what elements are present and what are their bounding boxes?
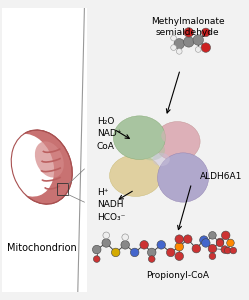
Circle shape <box>166 248 175 257</box>
Ellipse shape <box>153 153 170 166</box>
Ellipse shape <box>165 163 186 180</box>
Circle shape <box>103 232 110 239</box>
Circle shape <box>201 43 211 52</box>
Text: Mitochondrion: Mitochondrion <box>7 243 77 253</box>
Circle shape <box>216 239 224 247</box>
Circle shape <box>209 253 216 260</box>
Circle shape <box>227 239 234 247</box>
Ellipse shape <box>3 134 54 196</box>
Circle shape <box>148 256 155 262</box>
Ellipse shape <box>157 153 209 202</box>
Ellipse shape <box>11 130 72 204</box>
Circle shape <box>230 247 237 254</box>
Ellipse shape <box>35 141 64 178</box>
Circle shape <box>184 37 194 47</box>
Ellipse shape <box>113 116 166 160</box>
Bar <box>2 8 87 292</box>
Circle shape <box>193 35 203 45</box>
Circle shape <box>176 49 182 54</box>
Text: Propionyl-CoA: Propionyl-CoA <box>146 272 209 280</box>
Circle shape <box>175 252 184 260</box>
Circle shape <box>184 235 192 243</box>
Ellipse shape <box>155 122 200 161</box>
Circle shape <box>175 242 184 251</box>
Circle shape <box>192 244 201 253</box>
Circle shape <box>122 234 128 241</box>
Circle shape <box>208 244 217 253</box>
Circle shape <box>140 241 148 249</box>
Circle shape <box>92 245 101 254</box>
Circle shape <box>175 235 184 243</box>
Circle shape <box>121 241 129 249</box>
Ellipse shape <box>110 155 162 196</box>
Circle shape <box>216 238 224 246</box>
Text: H⁺
NADH
HCO₃⁻: H⁺ NADH HCO₃⁻ <box>97 188 125 222</box>
Circle shape <box>147 248 156 257</box>
Circle shape <box>112 248 120 257</box>
Circle shape <box>171 35 176 41</box>
Circle shape <box>130 248 139 257</box>
Ellipse shape <box>138 140 165 160</box>
Circle shape <box>157 241 166 249</box>
Text: Methylmalonate
semialdehyde: Methylmalonate semialdehyde <box>151 17 225 37</box>
Text: ALDH6A1: ALDH6A1 <box>200 172 243 181</box>
Circle shape <box>200 236 208 244</box>
Circle shape <box>201 28 210 37</box>
Circle shape <box>201 239 210 247</box>
Circle shape <box>221 231 230 240</box>
Circle shape <box>195 46 201 52</box>
Circle shape <box>184 28 193 37</box>
Text: H₂O
NAD⁺
CoA: H₂O NAD⁺ CoA <box>97 117 121 151</box>
Circle shape <box>224 247 231 254</box>
Circle shape <box>221 246 229 254</box>
Circle shape <box>171 45 176 50</box>
Ellipse shape <box>136 165 157 182</box>
Circle shape <box>209 232 216 239</box>
Circle shape <box>93 256 100 262</box>
Ellipse shape <box>161 128 180 143</box>
Circle shape <box>102 239 111 247</box>
Circle shape <box>174 39 185 49</box>
Bar <box>57 183 68 195</box>
